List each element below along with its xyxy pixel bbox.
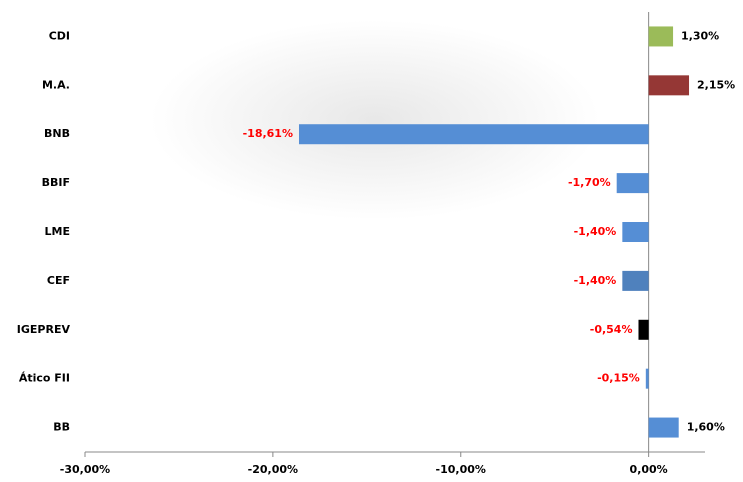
y-tick-label: CEF [47,274,70,287]
value-label: -18,61% [243,127,293,140]
value-label: -0,15% [597,372,640,385]
y-tick-label: IGEPREV [17,323,71,336]
y-tick-label: BB [53,421,70,434]
bar [616,173,649,194]
bar [638,319,649,340]
bar [648,75,690,96]
bar [298,124,649,145]
value-label: -0,54% [590,323,633,336]
bar [648,26,674,47]
bar [622,222,649,242]
y-tick-label: Ático FII [19,372,70,385]
y-tick-label: LME [45,225,70,238]
value-label: -1,40% [574,225,617,238]
value-label: 1,30% [681,29,719,42]
x-tick-label: -10,00% [436,463,486,476]
x-tick-label: 0,00% [630,463,668,476]
y-tick-label: BNB [44,127,70,140]
value-label: -1,40% [574,274,617,287]
value-label: 2,15% [697,78,735,91]
x-tick-label: -30,00% [60,463,110,476]
y-tick-label: BBIF [42,176,70,189]
bar [645,368,649,389]
background-shade [150,20,600,220]
bar [648,417,679,438]
value-label: 1,60% [687,421,725,434]
x-tick-label: -20,00% [248,463,298,476]
y-tick-label: M.A. [42,78,70,91]
y-tick-label: CDI [49,29,70,42]
bar [622,270,649,291]
value-label: -1,70% [568,176,611,189]
